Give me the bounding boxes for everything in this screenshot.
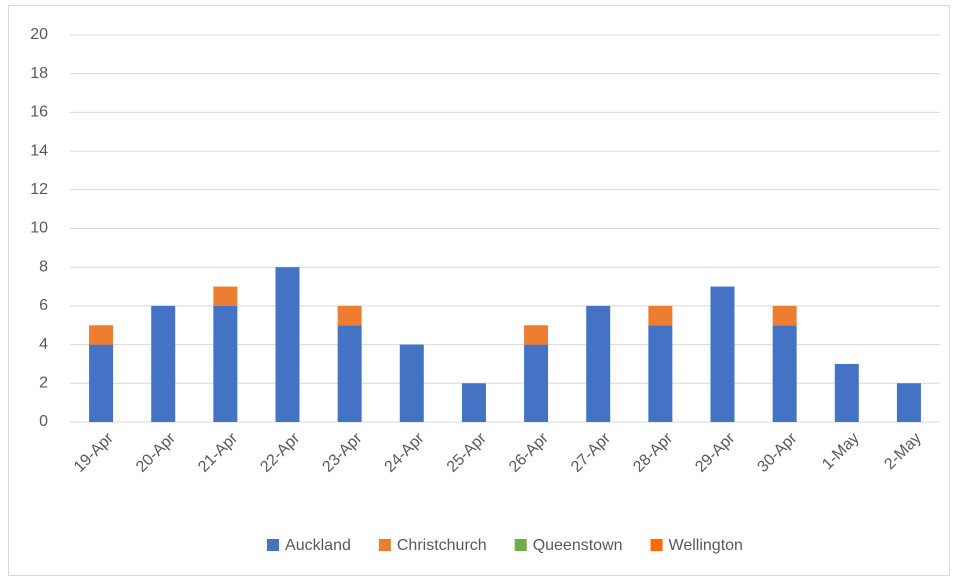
bar-segment: [151, 305, 176, 422]
bar-segment: [337, 305, 362, 326]
y-tick-label: 2: [39, 375, 48, 392]
bar-segment: [710, 286, 735, 422]
bar-segment: [524, 344, 549, 422]
legend-item: Christchurch: [378, 537, 487, 554]
y-tick-label: 20: [30, 26, 48, 43]
legend-item: Auckland: [267, 537, 351, 554]
legend-label: Wellington: [669, 537, 743, 554]
bar-segment: [213, 305, 238, 422]
legend-label: Auckland: [285, 537, 351, 554]
bar-segment: [772, 305, 797, 326]
y-tick-label: 14: [30, 142, 48, 159]
bar-segment: [89, 325, 114, 345]
bar-segment: [772, 325, 797, 422]
legend-swatch: [514, 539, 527, 551]
legend-label: Christchurch: [397, 537, 487, 554]
bar-segment: [213, 286, 238, 306]
legend-label: Queenstown: [533, 537, 623, 554]
legend-item: Wellington: [650, 537, 743, 554]
bar-segment: [89, 344, 114, 422]
legend-swatch: [378, 539, 391, 551]
y-tick-label: 12: [30, 181, 48, 198]
y-tick-label: 16: [30, 104, 48, 121]
bar-segment: [461, 383, 486, 422]
bar-segment: [586, 305, 611, 422]
legend-item: Queenstown: [514, 537, 623, 554]
bar-segment: [648, 305, 673, 326]
bar-segment: [524, 325, 549, 345]
bar-segment: [275, 267, 300, 422]
bar-segment: [896, 383, 921, 422]
y-tick-label: 8: [39, 258, 48, 275]
bar-segment: [399, 344, 424, 422]
y-tick-label: 4: [39, 336, 48, 353]
y-tick-label: 10: [30, 220, 48, 237]
y-tick-label: 18: [30, 65, 48, 82]
bar-segment: [834, 363, 859, 422]
chart-border: [8, 5, 950, 576]
legend-swatch: [267, 539, 280, 551]
y-tick-label: 0: [39, 413, 48, 430]
legend-swatch: [650, 539, 663, 551]
bar-segment: [648, 325, 673, 422]
y-tick-label: 6: [39, 297, 48, 314]
bar-segment: [337, 325, 362, 422]
